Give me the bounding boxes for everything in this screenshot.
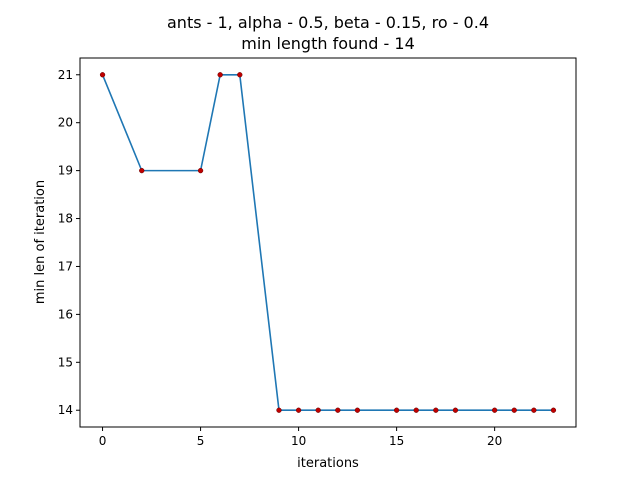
y-tick-label: 21 xyxy=(58,68,73,82)
y-tick-label: 17 xyxy=(58,259,73,273)
data-point xyxy=(433,407,439,413)
series-line xyxy=(101,73,554,412)
x-tick-label: 20 xyxy=(487,434,502,448)
data-point xyxy=(197,167,204,174)
y-tick-label: 20 xyxy=(58,116,73,130)
data-point xyxy=(99,72,106,78)
data-point xyxy=(276,407,282,413)
y-tick-label: 19 xyxy=(58,164,73,178)
y-tick-label: 14 xyxy=(58,403,73,417)
data-point xyxy=(237,72,243,78)
y-axis: 14 15 16 17 18 19 20 21 xyxy=(58,68,80,417)
data-point xyxy=(354,407,361,413)
data-point xyxy=(393,407,400,413)
data-point xyxy=(139,167,145,174)
data-point xyxy=(550,407,557,413)
y-tick-label: 15 xyxy=(58,355,73,369)
axes-frame xyxy=(79,57,577,428)
data-point xyxy=(491,407,498,413)
data-point xyxy=(452,407,459,413)
x-axis-label: iterations xyxy=(297,456,359,471)
data-point xyxy=(511,407,517,413)
chart-title-line-2: min length found - 14 xyxy=(241,34,415,53)
x-axis: 0 5 10 15 20 xyxy=(99,427,502,448)
data-point xyxy=(295,407,302,413)
data-point xyxy=(531,407,537,413)
x-tick-label: 0 xyxy=(99,434,107,448)
data-point xyxy=(217,72,223,78)
data-point xyxy=(335,407,341,413)
x-tick-label: 10 xyxy=(291,434,306,448)
y-tick-label: 18 xyxy=(58,212,73,226)
data-point xyxy=(315,407,321,413)
y-axis-label: min len of iteration xyxy=(33,180,48,304)
y-tick-label: 16 xyxy=(58,307,73,321)
x-tick-label: 15 xyxy=(389,434,404,448)
chart-title-line-1: ants - 1, alpha - 0.5, beta - 0.15, ro -… xyxy=(167,13,489,32)
plot-area xyxy=(99,72,557,413)
data-point xyxy=(413,407,419,413)
x-tick-label: 5 xyxy=(197,434,205,448)
